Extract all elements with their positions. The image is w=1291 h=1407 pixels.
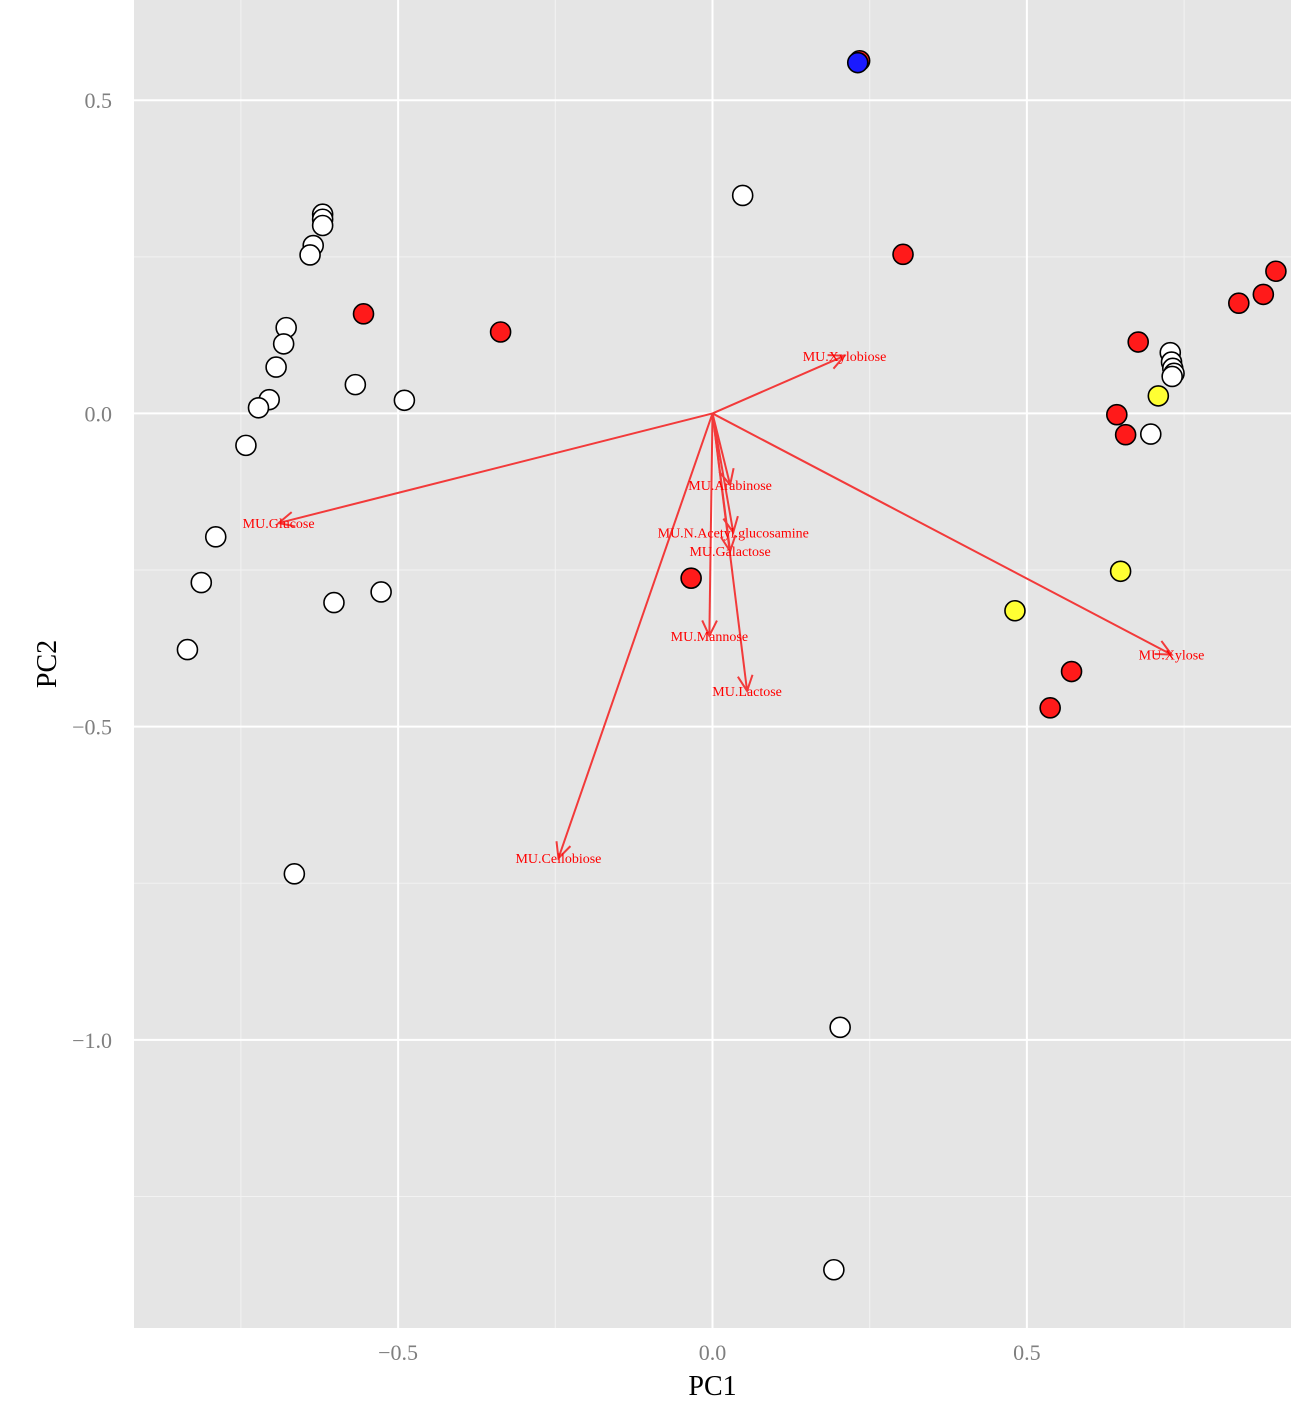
- score-point: [892, 243, 914, 266]
- score-point: [1252, 283, 1275, 306]
- score-point: [1004, 599, 1026, 622]
- loading-arrow: [712, 412, 1172, 656]
- loading-label: MU.Mannose: [671, 630, 748, 645]
- x-axis-ticks: −0.5 0.0 0.5: [378, 1340, 1041, 1365]
- loading-label: MU.N.Acetyl.glucosamine: [658, 526, 809, 541]
- score-point: [283, 863, 306, 885]
- score-point: [1228, 292, 1250, 314]
- score-point: [1265, 260, 1287, 283]
- loading-arrowhead: [555, 841, 572, 861]
- loading-arrowhead: [737, 674, 754, 694]
- loading-labels: MU.Xylobiose MU.Glucose MU.Arabinose MU.N.A…: [243, 350, 1205, 867]
- score-point: [846, 51, 869, 74]
- score-point: [323, 591, 345, 614]
- y-axis-title: PC2: [32, 640, 63, 688]
- score-point: [731, 184, 754, 207]
- loading-arrow: [712, 354, 845, 415]
- score-point: [1106, 403, 1128, 426]
- y-tick-label: 0.5: [85, 88, 113, 113]
- score-point: [680, 567, 702, 589]
- score-points: [176, 49, 1287, 1281]
- loading-arrow: [711, 413, 749, 692]
- loading-arrows: [276, 354, 1174, 861]
- loading-label: MU.Arabinose: [688, 479, 772, 494]
- score-point: [247, 396, 270, 419]
- x-tick-label: 0.5: [1013, 1340, 1041, 1365]
- loading-label: MU.Xylobiose: [803, 350, 887, 365]
- score-point: [311, 214, 334, 237]
- score-point: [176, 638, 199, 661]
- score-point: [1161, 365, 1183, 388]
- score-point: [1060, 660, 1083, 683]
- loading-label: MU.Cellobiose: [515, 852, 601, 867]
- x-tick-label: 0.0: [699, 1340, 727, 1365]
- score-point: [352, 303, 375, 325]
- score-point: [1139, 423, 1162, 445]
- loading-arrowhead: [701, 619, 718, 639]
- y-axis-ticks: 0.5 0.0 −0.5 −1.0: [72, 88, 112, 1053]
- loading-label: MU.Galactose: [689, 545, 770, 560]
- loading-arrowhead: [1154, 640, 1174, 656]
- loading-arrowhead: [276, 511, 296, 528]
- loading-arrowhead: [827, 354, 847, 370]
- score-point: [1109, 560, 1132, 583]
- y-tick-label: −1.0: [72, 1028, 112, 1053]
- loading-arrow: [557, 413, 714, 859]
- score-point: [489, 321, 512, 343]
- loading-label: MU.Glucose: [243, 517, 315, 532]
- x-axis-title: PC1: [688, 1371, 736, 1402]
- loading-arrow: [708, 413, 714, 636]
- y-tick-label: −0.5: [72, 715, 112, 740]
- score-point: [344, 373, 367, 396]
- major-gridlines: [134, 0, 1291, 1328]
- score-point: [235, 434, 257, 457]
- y-tick-label: 0.0: [85, 401, 113, 426]
- score-point: [370, 581, 392, 603]
- score-point: [272, 333, 295, 355]
- score-point: [265, 356, 287, 378]
- score-point: [1114, 423, 1137, 446]
- score-point: [1147, 385, 1170, 407]
- score-point: [1039, 697, 1061, 719]
- score-point: [823, 1258, 845, 1281]
- x-tick-label: −0.5: [378, 1340, 418, 1365]
- loading-arrow: [278, 412, 713, 525]
- score-point: [393, 389, 416, 412]
- score-point: [204, 526, 227, 548]
- score-point: [1127, 331, 1150, 353]
- score-point: [299, 244, 321, 266]
- loading-label: MU.Xylose: [1139, 649, 1205, 664]
- score-point: [829, 1016, 851, 1039]
- score-point: [190, 571, 213, 594]
- loading-label: MU.Lactose: [712, 685, 782, 700]
